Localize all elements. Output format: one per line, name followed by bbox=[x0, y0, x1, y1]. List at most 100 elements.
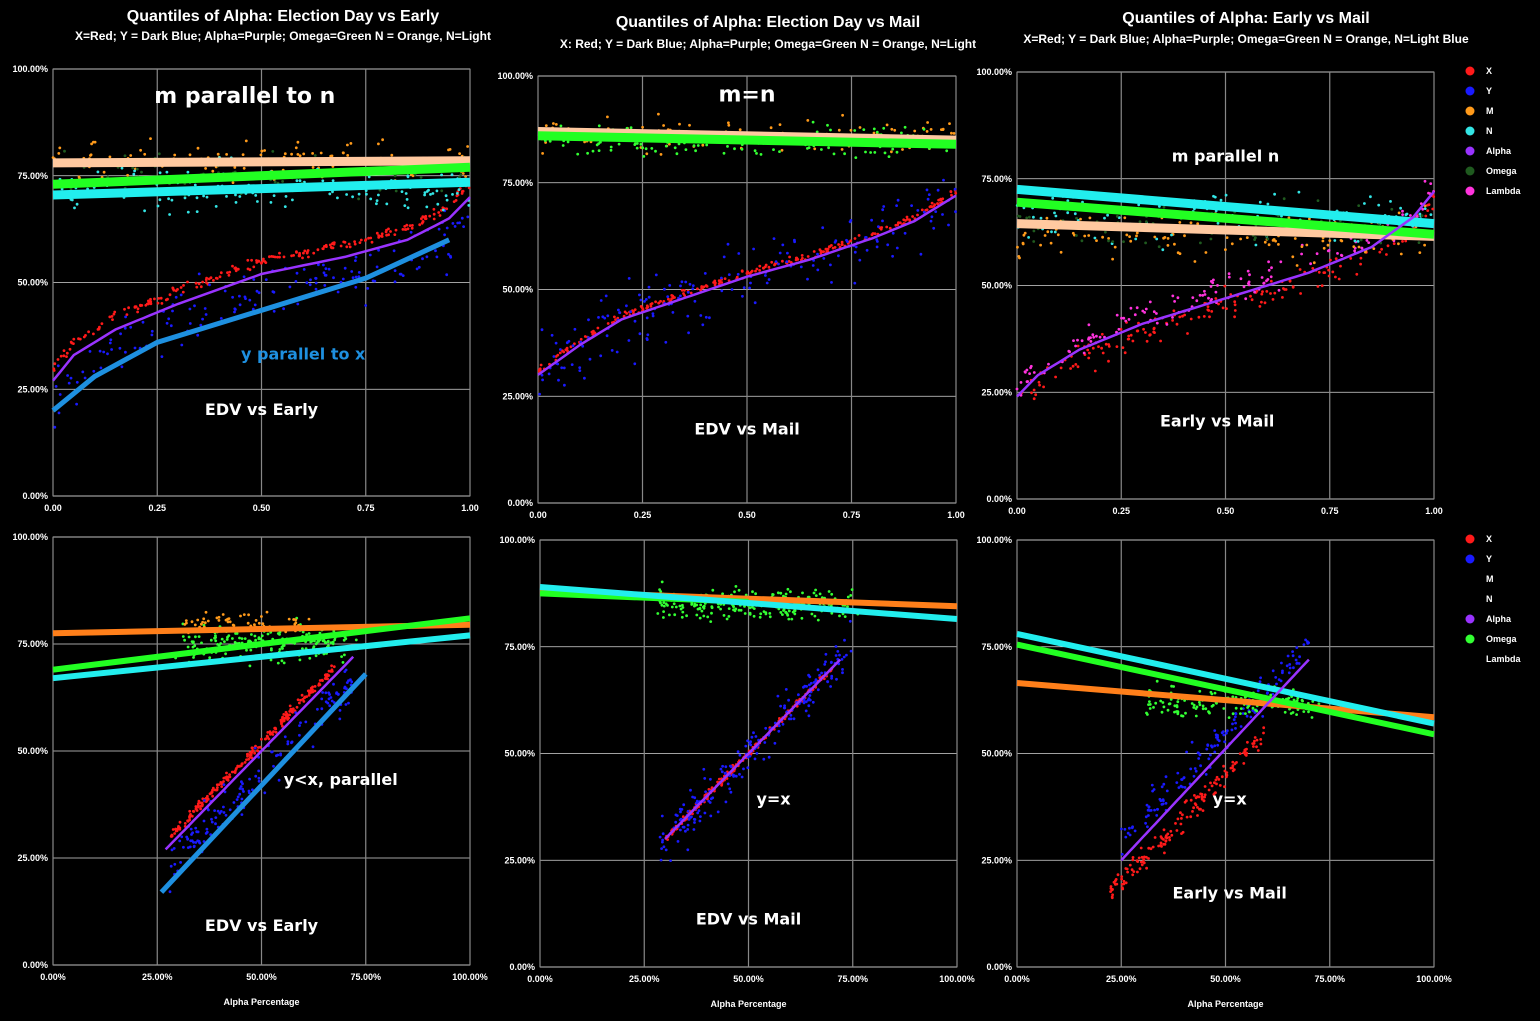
data-point bbox=[1018, 256, 1021, 260]
data-point bbox=[779, 611, 783, 614]
data-point bbox=[742, 286, 746, 290]
data-point bbox=[1059, 250, 1063, 254]
data-point bbox=[1239, 707, 1243, 710]
data-point bbox=[216, 809, 220, 813]
data-point bbox=[910, 204, 913, 208]
data-point bbox=[659, 858, 663, 862]
data-point bbox=[1211, 703, 1215, 707]
data-point bbox=[1221, 730, 1225, 733]
data-point bbox=[925, 188, 929, 192]
data-point bbox=[314, 281, 318, 285]
data-point bbox=[1424, 214, 1428, 218]
data-point bbox=[1135, 231, 1139, 235]
data-point bbox=[540, 328, 544, 332]
data-point bbox=[640, 306, 644, 309]
data-point bbox=[1367, 241, 1371, 245]
data-point bbox=[279, 718, 283, 722]
data-point bbox=[1269, 292, 1272, 295]
data-point bbox=[1255, 709, 1259, 713]
data-point bbox=[1317, 270, 1321, 274]
data-point bbox=[254, 619, 258, 622]
data-point bbox=[1260, 292, 1264, 296]
data-point bbox=[445, 273, 449, 277]
data-point bbox=[1215, 701, 1218, 705]
data-point bbox=[263, 149, 266, 152]
data-point bbox=[781, 722, 785, 726]
data-point bbox=[234, 201, 238, 204]
legend-marker bbox=[1465, 146, 1475, 156]
data-point bbox=[204, 281, 208, 284]
data-point bbox=[1123, 351, 1127, 355]
data-point bbox=[324, 677, 328, 681]
data-point bbox=[916, 209, 920, 212]
legend-label: Omega bbox=[1486, 634, 1518, 644]
data-point bbox=[1125, 867, 1129, 871]
data-point bbox=[451, 193, 454, 196]
data-point bbox=[693, 299, 697, 303]
data-point bbox=[1202, 799, 1206, 802]
data-point bbox=[139, 303, 142, 307]
data-point bbox=[911, 215, 914, 218]
data-point bbox=[1231, 760, 1235, 764]
data-point bbox=[214, 822, 217, 826]
data-point bbox=[647, 295, 651, 299]
data-point bbox=[1086, 348, 1090, 352]
data-point bbox=[1066, 199, 1070, 203]
y-tick-label: 75.00% bbox=[504, 642, 535, 652]
data-point bbox=[1258, 680, 1262, 684]
data-point bbox=[738, 753, 742, 757]
data-point bbox=[251, 749, 255, 753]
data-point bbox=[408, 224, 412, 228]
data-point bbox=[449, 255, 453, 259]
data-point bbox=[421, 220, 425, 223]
data-point bbox=[119, 332, 122, 336]
data-point bbox=[1404, 213, 1408, 217]
data-point bbox=[224, 652, 228, 656]
data-point bbox=[240, 762, 244, 766]
data-point bbox=[123, 307, 126, 311]
legend-label: Y bbox=[1486, 554, 1492, 564]
data-point bbox=[895, 150, 899, 154]
data-point bbox=[726, 242, 730, 246]
data-point bbox=[278, 255, 281, 259]
data-point bbox=[573, 327, 577, 331]
data-point bbox=[1205, 747, 1209, 751]
data-point bbox=[668, 613, 671, 617]
data-point bbox=[1300, 698, 1304, 702]
x-tick-label: 1.00 bbox=[1425, 506, 1443, 516]
data-point bbox=[625, 304, 628, 308]
data-point bbox=[641, 146, 644, 150]
data-point bbox=[1039, 216, 1043, 220]
data-point bbox=[633, 362, 637, 366]
data-point bbox=[306, 250, 309, 254]
x-tick-label: 1.00 bbox=[947, 510, 965, 520]
data-point bbox=[1168, 702, 1172, 706]
data-point bbox=[1153, 836, 1157, 839]
data-point bbox=[464, 175, 467, 178]
data-point bbox=[1168, 838, 1172, 842]
data-point bbox=[290, 152, 293, 156]
data-point bbox=[660, 580, 664, 584]
data-point bbox=[1149, 847, 1153, 851]
data-point bbox=[697, 809, 701, 812]
data-point bbox=[108, 155, 112, 159]
data-point bbox=[1144, 331, 1147, 334]
data-point bbox=[748, 286, 751, 290]
data-point bbox=[1392, 242, 1396, 246]
data-point bbox=[1213, 750, 1217, 754]
legend-marker bbox=[1465, 614, 1475, 624]
data-point bbox=[108, 315, 112, 319]
data-point bbox=[1291, 285, 1295, 289]
data-point bbox=[1113, 245, 1117, 249]
data-point bbox=[870, 233, 874, 237]
data-point bbox=[710, 611, 713, 615]
data-point bbox=[667, 297, 670, 301]
data-point bbox=[1116, 873, 1120, 877]
data-point bbox=[1213, 691, 1217, 695]
data-point bbox=[1032, 215, 1035, 219]
data-point bbox=[779, 591, 783, 595]
data-point bbox=[1339, 239, 1343, 242]
data-point bbox=[1275, 682, 1278, 686]
data-point bbox=[332, 701, 336, 704]
data-point bbox=[431, 192, 435, 195]
